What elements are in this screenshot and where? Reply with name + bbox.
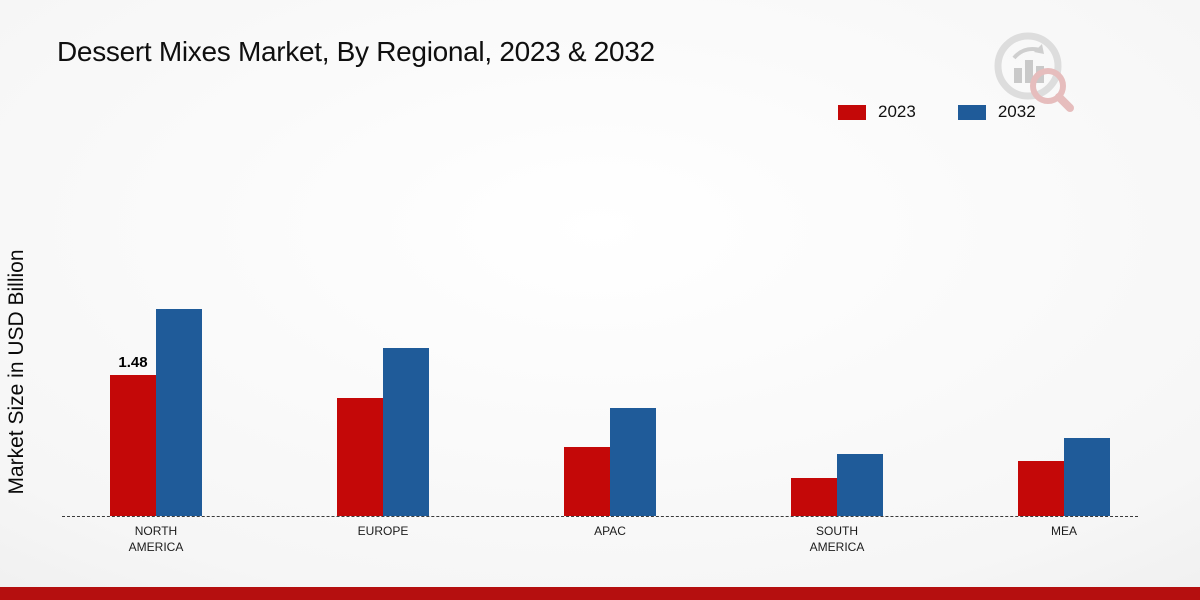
category-label-south-america: SOUTH AMERICA bbox=[809, 524, 865, 554]
category-label-apac: APAC bbox=[594, 524, 626, 538]
legend-swatch-2023-icon bbox=[838, 104, 866, 120]
bar-2032-south-america bbox=[837, 454, 883, 516]
y-axis-label: Market Size in USD Billion bbox=[5, 249, 28, 495]
category-label-mea: MEA bbox=[1050, 524, 1077, 538]
bar-2023-mea bbox=[1018, 461, 1064, 516]
legend-label-2023: 2023 bbox=[878, 102, 916, 121]
bar-2032-mea bbox=[1064, 438, 1110, 516]
chart-legend: 2023 2032 bbox=[838, 102, 1036, 122]
bar-2023-apac bbox=[564, 447, 610, 516]
category-label-north-america: NORTH AMERICA bbox=[128, 524, 184, 554]
bar-2032-north-america bbox=[156, 309, 202, 516]
bar-2032-apac bbox=[610, 408, 656, 516]
footer-accent-bar bbox=[0, 587, 1200, 600]
plot-area: NORTH AMERICA EUROPE APAC SOUTH AMERICA MEA 1… bbox=[62, 0, 1138, 600]
bar-2023-europe bbox=[337, 398, 383, 516]
bar-2032-europe bbox=[383, 348, 429, 516]
brand-logo-icon bbox=[994, 32, 1074, 112]
legend-item-2023: 2023 bbox=[838, 102, 916, 122]
bar-2023-south-america bbox=[791, 478, 837, 516]
x-axis-baseline bbox=[62, 516, 1138, 517]
legend-swatch-2032-icon bbox=[957, 104, 986, 120]
data-label-2023-north-america: 1.48 bbox=[118, 354, 148, 371]
category-label-europe: EUROPE bbox=[357, 524, 409, 538]
legend-item-2032: 2032 bbox=[957, 102, 1036, 122]
legend-label-2032: 2032 bbox=[997, 102, 1036, 121]
bar-2023-north-america bbox=[110, 375, 156, 516]
page-title: Dessert Mixes Market, By Regional, 2023 … bbox=[57, 36, 655, 67]
